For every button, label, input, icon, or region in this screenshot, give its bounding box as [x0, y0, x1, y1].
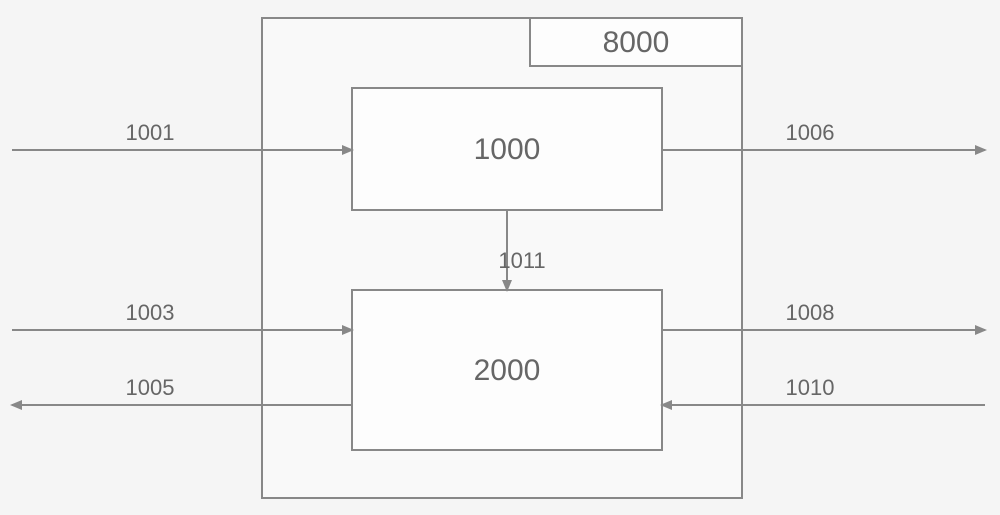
arrow-1010-label: 1010: [786, 375, 835, 400]
block-1000-label: 1000: [474, 133, 541, 166]
container-label: 8000: [603, 26, 670, 59]
arrow-1006-label: 1006: [786, 120, 835, 145]
arrow-1001-label: 1001: [126, 120, 175, 145]
block-diagram: 8000 1000 2000 1001 1006 1011 1003 1005 1008 1010: [0, 0, 1000, 515]
block-2000-label: 2000: [474, 354, 541, 387]
arrow-1005-label: 1005: [126, 375, 175, 400]
arrow-1003-label: 1003: [126, 300, 175, 325]
arrow-1011-label: 1011: [498, 248, 545, 273]
arrow-1008-label: 1008: [786, 300, 835, 325]
